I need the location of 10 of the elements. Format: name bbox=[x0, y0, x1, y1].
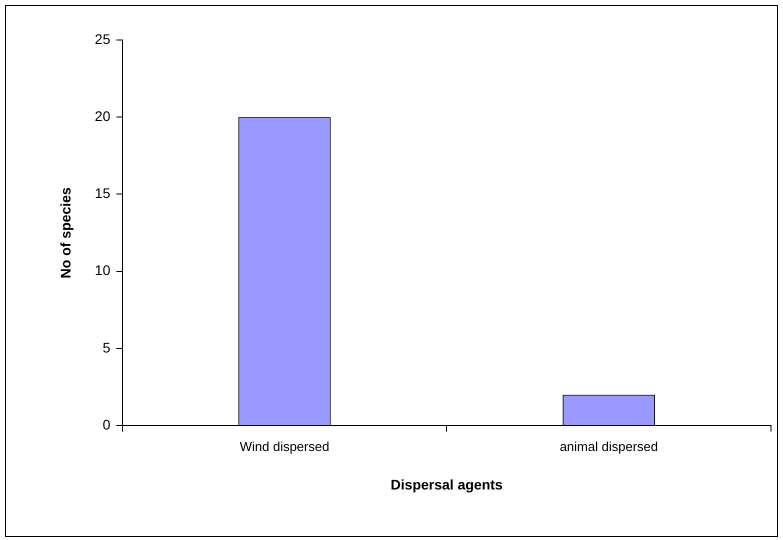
y-tick-label: 5 bbox=[102, 339, 111, 356]
y-tick-label: 10 bbox=[94, 262, 111, 278]
y-tick-label: 20 bbox=[94, 108, 111, 124]
y-axis-title: No of species bbox=[57, 187, 74, 278]
x-tick-label: Wind dispersed bbox=[240, 438, 330, 454]
x-tick-label: animal dispersed bbox=[560, 438, 658, 454]
y-tick-label: 15 bbox=[94, 185, 111, 202]
y-tick-label: 0 bbox=[102, 416, 111, 432]
x-axis-title: Dispersal agents bbox=[390, 476, 503, 492]
y-tick-label: 25 bbox=[94, 30, 111, 47]
